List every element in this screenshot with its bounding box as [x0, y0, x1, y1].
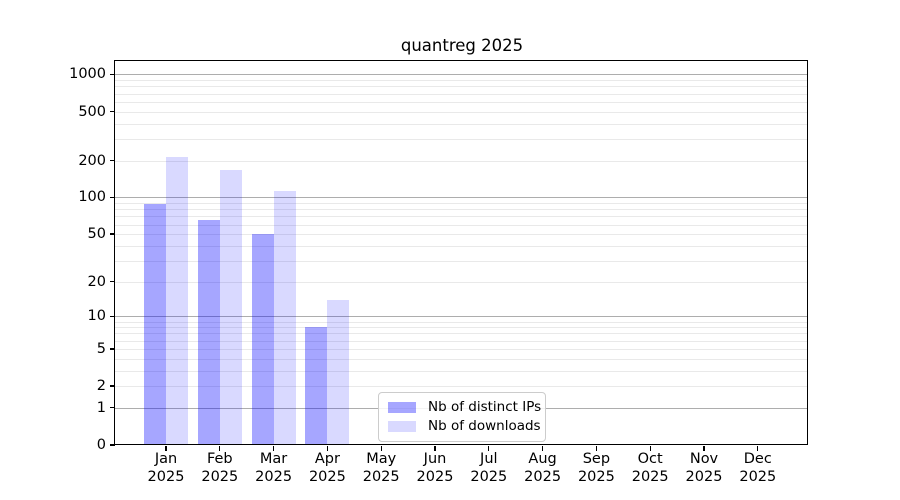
x-tick-label: Jul 2025 [470, 451, 508, 485]
x-tick-mark [595, 446, 598, 452]
minor-gridline [115, 333, 808, 335]
y-tick-mark [109, 315, 115, 318]
minor-gridline [115, 281, 808, 283]
minor-gridline [115, 358, 808, 360]
chart-title: quantreg 2025 [400, 36, 524, 55]
y-tick-mark [109, 348, 115, 350]
y-tick-mark [109, 196, 115, 199]
x-tick-mark [380, 446, 382, 452]
minor-gridline [115, 224, 808, 226]
minor-gridline [115, 386, 808, 388]
minor-gridline [115, 138, 808, 140]
y-tick-mark [109, 385, 115, 387]
x-tick-mark [219, 446, 221, 452]
minor-gridline [115, 370, 808, 372]
x-tick-mark [488, 446, 490, 452]
y-tick-label: 2 [96, 378, 106, 395]
bar-downloads [273, 190, 296, 445]
plot-area [115, 61, 808, 445]
minor-gridline [115, 209, 808, 211]
minor-gridline [115, 93, 808, 95]
minor-gridline [115, 111, 808, 113]
bar-downloads [166, 156, 188, 445]
bar-distinct-ips [305, 327, 328, 445]
minor-gridline [115, 123, 808, 125]
x-tick-label: May 2025 [362, 451, 400, 485]
x-tick-label: Nov 2025 [685, 451, 723, 485]
minor-gridline [115, 216, 808, 218]
x-tick-mark [541, 446, 544, 452]
minor-gridline [115, 86, 808, 88]
x-tick-mark [757, 446, 759, 452]
y-tick-label: 1 [96, 399, 106, 416]
major-gridline [115, 74, 808, 76]
minor-gridline [115, 327, 808, 329]
minor-gridline [115, 321, 808, 323]
legend-label-distinct-ips: Nb of distinct IPs [428, 399, 542, 415]
y-tick-mark [109, 407, 115, 409]
y-tick-label: 10 [87, 308, 106, 325]
bar-distinct-ips [251, 234, 274, 445]
minor-gridline [115, 203, 808, 205]
minor-gridline [115, 234, 808, 236]
bar-distinct-ips [144, 204, 166, 445]
bar-distinct-ips [197, 220, 220, 445]
y-tick-mark [109, 281, 115, 283]
x-tick-mark [649, 446, 651, 452]
y-tick-label: 200 [78, 152, 106, 169]
y-tick-label: 100 [78, 189, 106, 206]
y-tick-label: 1000 [69, 66, 106, 83]
y-tick-mark [109, 73, 115, 76]
x-tick-mark [434, 446, 436, 452]
x-tick-label: Sep 2025 [577, 451, 615, 485]
y-tick-label: 50 [87, 226, 106, 243]
minor-gridline [115, 160, 808, 162]
x-tick-label: Oct 2025 [631, 451, 669, 485]
x-tick-label: Feb 2025 [201, 451, 239, 485]
bar-downloads [219, 169, 242, 445]
legend-label-downloads: Nb of downloads [428, 418, 541, 434]
major-gridline [115, 197, 808, 199]
bar-downloads [327, 299, 350, 445]
x-tick-label: Aug 2025 [524, 451, 562, 485]
x-tick-label: Dec 2025 [739, 451, 777, 485]
y-tick-label: 5 [96, 340, 106, 357]
x-tick-label: Jun 2025 [416, 451, 454, 485]
y-tick-label: 20 [87, 273, 106, 290]
legend-item-distinct-ips: Nb of distinct IPs [388, 398, 541, 417]
x-tick-mark [165, 446, 167, 452]
y-tick-label: 500 [78, 103, 106, 120]
minor-gridline [115, 348, 808, 350]
legend-swatch-downloads [388, 421, 416, 432]
y-tick-mark [109, 159, 115, 162]
y-tick-mark [109, 110, 115, 113]
y-tick-mark [109, 444, 115, 446]
minor-gridline [115, 340, 808, 342]
minor-gridline [115, 101, 808, 103]
x-tick-mark [272, 446, 275, 452]
x-tick-label: Mar 2025 [255, 451, 293, 485]
y-tick-mark [109, 233, 115, 235]
major-gridline [115, 316, 808, 318]
x-tick-mark [703, 446, 705, 452]
minor-gridline [115, 245, 808, 247]
x-tick-mark [326, 446, 329, 452]
legend-swatch-distinct-ips [388, 402, 416, 413]
legend: Nb of distinct IPs Nb of downloads [378, 392, 546, 442]
x-tick-label: Apr 2025 [308, 451, 346, 485]
minor-gridline [115, 260, 808, 262]
minor-gridline [115, 80, 808, 82]
x-tick-label: Jan 2025 [147, 451, 185, 485]
y-tick-label: 0 [96, 437, 106, 453]
legend-item-downloads: Nb of downloads [388, 417, 541, 436]
